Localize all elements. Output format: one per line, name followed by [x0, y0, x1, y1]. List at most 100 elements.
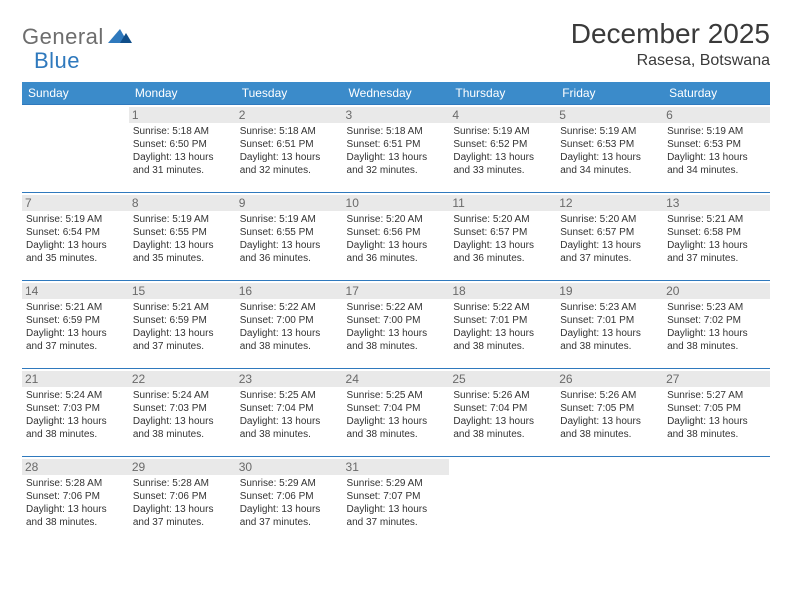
day-number: 28 — [22, 459, 129, 475]
day-sun-info: Sunrise: 5:25 AMSunset: 7:04 PMDaylight:… — [347, 389, 446, 441]
header: General December 2025 Rasesa, Botswana — [22, 18, 770, 70]
calendar-day-cell: 20 Sunrise: 5:23 AMSunset: 7:02 PMDayligh… — [663, 281, 770, 369]
day-number: 24 — [343, 371, 450, 387]
day-sun-info: Sunrise: 5:20 AMSunset: 6:57 PMDaylight:… — [560, 213, 659, 265]
calendar-day-cell: 9Sunrise: 5:19 AMSunset: 6:55 PMDaylight… — [236, 193, 343, 281]
day-sun-info: Sunrise: 5:23 AMSunset: 7:02 PMDaylight:… — [667, 301, 766, 353]
day-sun-info: Sunrise: 5:29 AMSunset: 7:07 PMDaylight:… — [347, 477, 446, 529]
day-sun-info: Sunrise: 5:18 AMSunset: 6:51 PMDaylight:… — [240, 125, 339, 177]
brand-triangle-icon — [108, 25, 134, 50]
day-number: 13 — [663, 195, 770, 211]
day-number: 11 — [449, 195, 556, 211]
calendar-empty-cell — [449, 457, 556, 545]
day-number: 6 — [663, 107, 770, 123]
day-number: 9 — [236, 195, 343, 211]
day-number: 1 — [129, 107, 236, 123]
day-number: 12 — [556, 195, 663, 211]
day-number: 16 — [236, 283, 343, 299]
month-title: December 2025 — [571, 18, 770, 50]
day-sun-info: Sunrise: 5:20 AMSunset: 6:57 PMDaylight:… — [453, 213, 552, 265]
calendar-day-cell: 13 Sunrise: 5:21 AMSunset: 6:58 PMDayligh… — [663, 193, 770, 281]
day-sun-info: Sunrise: 5:18 AMSunset: 6:51 PMDaylight:… — [347, 125, 446, 177]
calendar-day-cell: 19 Sunrise: 5:23 AMSunset: 7:01 PMDayligh… — [556, 281, 663, 369]
weekday-header-row: SundayMondayTuesdayWednesdayThursdayFrid… — [22, 82, 770, 105]
day-sun-info: Sunrise: 5:21 AMSunset: 6:59 PMDaylight:… — [133, 301, 232, 353]
day-sun-info: Sunrise: 5:24 AMSunset: 7:03 PMDaylight:… — [26, 389, 125, 441]
calendar-day-cell: 2 Sunrise: 5:18 AMSunset: 6:51 PMDaylight… — [236, 105, 343, 193]
day-sun-info: Sunrise: 5:27 AMSunset: 7:05 PMDaylight:… — [667, 389, 766, 441]
day-number: 30 — [236, 459, 343, 475]
day-number: 31 — [343, 459, 450, 475]
day-sun-info: Sunrise: 5:21 AMSunset: 6:58 PMDaylight:… — [667, 213, 766, 265]
day-number: 17 — [343, 283, 450, 299]
calendar-day-cell: 30Sunrise: 5:29 AMSunset: 7:06 PMDayligh… — [236, 457, 343, 545]
weekday-header: Friday — [556, 82, 663, 105]
day-number: 18 — [449, 283, 556, 299]
calendar-day-cell: 16 Sunrise: 5:22 AMSunset: 7:00 PMDayligh… — [236, 281, 343, 369]
calendar-day-cell: 12 Sunrise: 5:20 AMSunset: 6:57 PMDayligh… — [556, 193, 663, 281]
calendar-day-cell: 11 Sunrise: 5:20 AMSunset: 6:57 PMDayligh… — [449, 193, 556, 281]
day-number: 27 — [663, 371, 770, 387]
day-number: 20 — [663, 283, 770, 299]
day-sun-info: Sunrise: 5:25 AMSunset: 7:04 PMDaylight:… — [240, 389, 339, 441]
calendar-day-cell: 28Sunrise: 5:28 AMSunset: 7:06 PMDayligh… — [22, 457, 129, 545]
calendar-day-cell: 4 Sunrise: 5:19 AMSunset: 6:52 PMDaylight… — [449, 105, 556, 193]
day-number: 2 — [236, 107, 343, 123]
weekday-header: Tuesday — [236, 82, 343, 105]
calendar-day-cell: 23 Sunrise: 5:25 AMSunset: 7:04 PMDayligh… — [236, 369, 343, 457]
calendar-day-cell: 10Sunrise: 5:20 AMSunset: 6:56 PMDayligh… — [343, 193, 450, 281]
day-number: 21 — [22, 371, 129, 387]
calendar-week-row: 28Sunrise: 5:28 AMSunset: 7:06 PMDayligh… — [22, 457, 770, 545]
day-number: 5 — [556, 107, 663, 123]
day-sun-info: Sunrise: 5:22 AMSunset: 7:00 PMDaylight:… — [240, 301, 339, 353]
day-sun-info: Sunrise: 5:22 AMSunset: 7:00 PMDaylight:… — [347, 301, 446, 353]
calendar-week-row: 14Sunrise: 5:21 AMSunset: 6:59 PMDayligh… — [22, 281, 770, 369]
day-sun-info: Sunrise: 5:19 AMSunset: 6:55 PMDaylight:… — [133, 213, 232, 265]
calendar-day-cell: 25 Sunrise: 5:26 AMSunset: 7:04 PMDayligh… — [449, 369, 556, 457]
calendar-day-cell: 7 Sunrise: 5:19 AMSunset: 6:54 PMDaylight… — [22, 193, 129, 281]
day-sun-info: Sunrise: 5:19 AMSunset: 6:53 PMDaylight:… — [560, 125, 659, 177]
calendar-day-cell: 26 Sunrise: 5:26 AMSunset: 7:05 PMDayligh… — [556, 369, 663, 457]
day-number: 22 — [129, 371, 236, 387]
day-number: 14 — [22, 283, 129, 299]
brand-blue: Blue — [34, 48, 80, 73]
calendar-empty-cell — [556, 457, 663, 545]
calendar-day-cell: 17 Sunrise: 5:22 AMSunset: 7:00 PMDayligh… — [343, 281, 450, 369]
day-number: 23 — [236, 371, 343, 387]
calendar-empty-cell — [663, 457, 770, 545]
day-number: 3 — [343, 107, 450, 123]
calendar-day-cell: 29 Sunrise: 5:28 AMSunset: 7:06 PMDayligh… — [129, 457, 236, 545]
day-number: 29 — [129, 459, 236, 475]
weekday-header: Monday — [129, 82, 236, 105]
calendar-day-cell: 5 Sunrise: 5:19 AMSunset: 6:53 PMDaylight… — [556, 105, 663, 193]
weekday-header: Wednesday — [343, 82, 450, 105]
day-sun-info: Sunrise: 5:26 AMSunset: 7:05 PMDaylight:… — [560, 389, 659, 441]
day-sun-info: Sunrise: 5:28 AMSunset: 7:06 PMDaylight:… — [133, 477, 232, 529]
title-block: December 2025 Rasesa, Botswana — [571, 18, 770, 70]
weekday-header: Thursday — [449, 82, 556, 105]
day-sun-info: Sunrise: 5:22 AMSunset: 7:01 PMDaylight:… — [453, 301, 552, 353]
day-number: 7 — [22, 195, 129, 211]
day-sun-info: Sunrise: 5:21 AMSunset: 6:59 PMDaylight:… — [26, 301, 125, 353]
day-number: 26 — [556, 371, 663, 387]
calendar-day-cell: 24 Sunrise: 5:25 AMSunset: 7:04 PMDayligh… — [343, 369, 450, 457]
calendar-day-cell: 27 Sunrise: 5:27 AMSunset: 7:05 PMDayligh… — [663, 369, 770, 457]
calendar-day-cell: 8 Sunrise: 5:19 AMSunset: 6:55 PMDaylight… — [129, 193, 236, 281]
brand-logo: General — [22, 18, 136, 50]
calendar-empty-cell — [22, 105, 129, 193]
day-sun-info: Sunrise: 5:19 AMSunset: 6:52 PMDaylight:… — [453, 125, 552, 177]
day-sun-info: Sunrise: 5:26 AMSunset: 7:04 PMDaylight:… — [453, 389, 552, 441]
calendar-day-cell: 3 Sunrise: 5:18 AMSunset: 6:51 PMDaylight… — [343, 105, 450, 193]
day-number: 25 — [449, 371, 556, 387]
day-sun-info: Sunrise: 5:19 AMSunset: 6:54 PMDaylight:… — [26, 213, 125, 265]
brand-blue-wrap: Blue — [34, 48, 80, 74]
day-sun-info: Sunrise: 5:24 AMSunset: 7:03 PMDaylight:… — [133, 389, 232, 441]
day-number: 4 — [449, 107, 556, 123]
day-number: 19 — [556, 283, 663, 299]
brand-general: General — [22, 24, 104, 50]
calendar-day-cell: 1Sunrise: 5:18 AMSunset: 6:50 PMDaylight… — [129, 105, 236, 193]
calendar-week-row: 1Sunrise: 5:18 AMSunset: 6:50 PMDaylight… — [22, 105, 770, 193]
day-sun-info: Sunrise: 5:19 AMSunset: 6:53 PMDaylight:… — [667, 125, 766, 177]
day-number: 8 — [129, 195, 236, 211]
day-sun-info: Sunrise: 5:23 AMSunset: 7:01 PMDaylight:… — [560, 301, 659, 353]
